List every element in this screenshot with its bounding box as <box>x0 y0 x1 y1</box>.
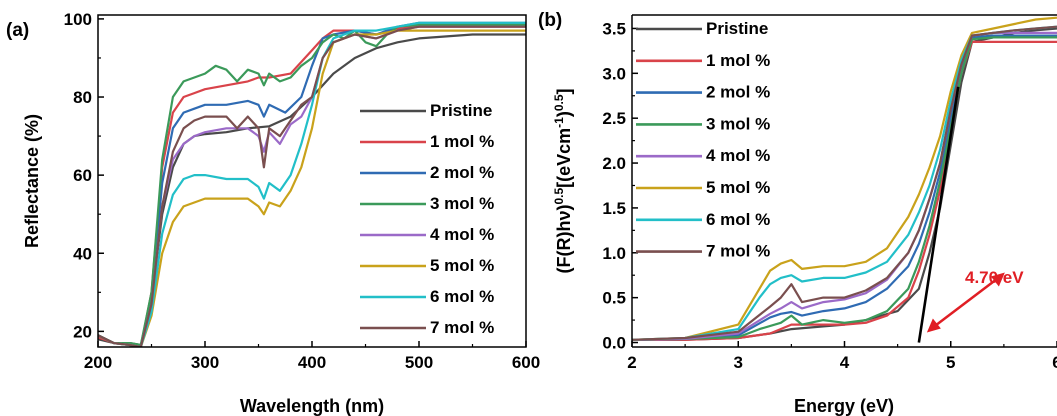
series-line-5 <box>632 31 1057 341</box>
y-tick-label: 80 <box>73 88 92 107</box>
panel-a-reflectance-chart: (a) 200 300 400 500 600 20 40 60 80 100 Pristine 1… <box>6 10 540 416</box>
legend-label: 4 mol % <box>430 225 494 244</box>
y-tick-label: 60 <box>73 166 92 185</box>
y-tick-label: 1.0 <box>602 244 626 263</box>
legend-label: 1 mol % <box>706 51 770 70</box>
legend-label: Pristine <box>706 19 768 38</box>
x-tick-label: 3 <box>734 353 743 372</box>
panel-a-x-axis-label: Wavelength (nm) <box>240 396 384 416</box>
series-line-3 <box>632 34 1057 341</box>
series-line-6 <box>98 29 526 347</box>
x-tick-label: 300 <box>191 353 219 372</box>
legend-label: 3 mol % <box>430 194 494 213</box>
series-line-8 <box>98 25 526 347</box>
panel-b-label: (b) <box>538 10 562 31</box>
legend-label: 4 mol % <box>706 146 770 165</box>
x-tick-label: 500 <box>405 353 433 372</box>
legend-label: 6 mol % <box>706 210 770 229</box>
y-tick-label: 1.5 <box>602 199 626 218</box>
legend-label: 1 mol % <box>430 132 494 151</box>
panel-a-legend: Pristine 1 mol % 2 mol % 3 mol % 4 mol % 5 mo… <box>360 101 494 337</box>
y-tick-label: 100 <box>64 10 92 29</box>
series-line-7 <box>98 21 526 347</box>
legend-label: 5 mol % <box>430 256 494 275</box>
legend-label: 2 mol % <box>430 163 494 182</box>
annotation-arrow-head-start <box>926 318 941 333</box>
y-tick-label: 20 <box>73 322 92 341</box>
tangent-line <box>917 86 960 343</box>
panel-b-y-axis-label: (F(R)hν)0.5[(eVcm-1)0.5] <box>552 88 574 273</box>
series-line-7 <box>632 25 1057 341</box>
legend-label: 7 mol % <box>706 242 770 261</box>
series-line-2 <box>632 40 1057 341</box>
y-tick-label: 2.0 <box>602 154 626 173</box>
y-tick-label: 0.5 <box>602 289 626 308</box>
series-line-6 <box>632 16 1057 341</box>
panel-b-bandgap-annotation: 4.70 eV <box>926 268 1024 333</box>
legend-label: 5 mol % <box>706 178 770 197</box>
y-tick-label: 3.0 <box>602 64 626 83</box>
panel-b-x-axis-label: Energy (eV) <box>794 396 894 416</box>
panel-b-series-group <box>632 16 1057 343</box>
series-line-4 <box>632 36 1057 341</box>
panel-b-kubelka-munk-chart: (b) 2 3 4 5 6 0.0 0.5 1.0 1.5 2.0 2.5 3.0 3.5 Pristi… <box>538 10 1057 416</box>
x-tick-label: 2 <box>627 353 636 372</box>
y-tick-label: 40 <box>73 244 92 263</box>
x-tick-label: 4 <box>840 353 850 372</box>
y-tick-label: 3.5 <box>602 19 626 38</box>
y-tick-label: 0.0 <box>602 334 626 353</box>
x-tick-label: 200 <box>84 353 112 372</box>
series-line-8 <box>632 25 1057 341</box>
series-line-1 <box>632 27 1057 341</box>
series-line-4 <box>98 23 526 347</box>
annotation-arrow-shaft <box>932 276 1000 329</box>
panel-a-y-axis-label: Reflectance (%) <box>22 114 42 248</box>
x-tick-label: 600 <box>512 353 540 372</box>
x-tick-label: 400 <box>298 353 326 372</box>
legend-label: 3 mol % <box>706 114 770 133</box>
annotation-arrow-head-end <box>990 272 1005 287</box>
legend-label: Pristine <box>430 101 492 120</box>
legend-label: 7 mol % <box>430 318 494 337</box>
legend-label: 2 mol % <box>706 83 770 102</box>
y-tick-label: 2.5 <box>602 109 626 128</box>
panel-a-ticks: 200 300 400 500 600 20 40 60 80 100 <box>64 10 541 372</box>
legend-label: 6 mol % <box>430 287 494 306</box>
panel-b-legend: Pristine 1 mol % 2 mol % 3 mol % 4 mol % 5 mo… <box>636 19 770 261</box>
panel-b-ticks: 2 3 4 5 6 0.0 0.5 1.0 1.5 2.0 2.5 3.0 3.5 <box>602 19 1057 372</box>
x-tick-label: 6 <box>1052 353 1057 372</box>
x-tick-label: 5 <box>946 353 955 372</box>
panel-a-series-group <box>98 21 526 347</box>
panel-a-label: (a) <box>6 20 29 41</box>
